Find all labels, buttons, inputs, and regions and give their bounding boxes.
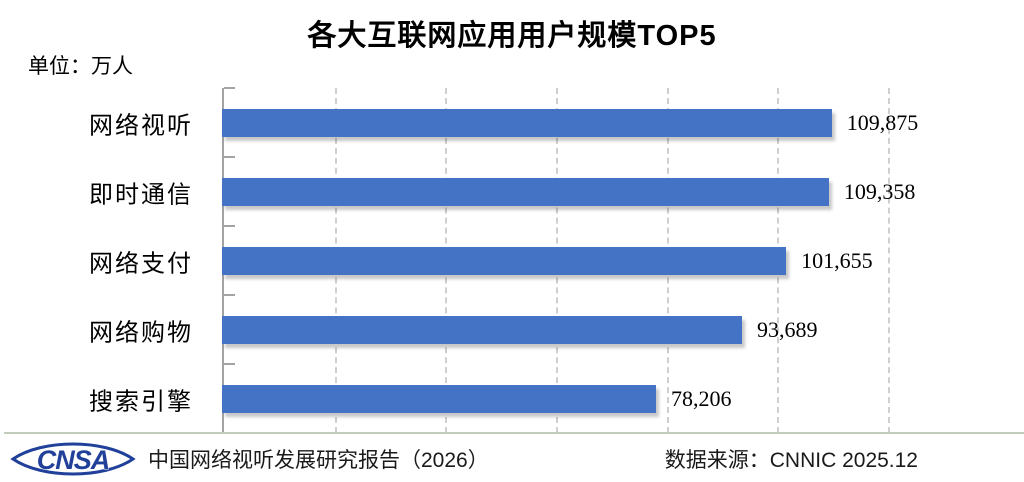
chart-row: 网络支付 101,655 xyxy=(0,226,1024,295)
value-label: 101,655 xyxy=(801,247,873,273)
axis-tick xyxy=(224,87,235,89)
report-title: 中国网络视听发展研究报告（2026） xyxy=(148,449,489,472)
bar-track: 109,875 xyxy=(222,88,918,157)
category-label: 搜索引擎 xyxy=(89,389,193,415)
axis-tick xyxy=(224,294,235,296)
bar: 93,689 xyxy=(222,315,817,344)
footer-divider xyxy=(4,432,1024,434)
value-label: 109,358 xyxy=(843,178,916,204)
footer: CNSA 中国网络视听发展研究报告（2026） 数据来源：CNNIC 2025.… xyxy=(0,436,1024,482)
bar-track: 109,358 xyxy=(222,157,915,226)
cnsa-logo-icon: CNSA xyxy=(10,442,136,476)
chart-title: 各大互联网应用用户规模TOP5 xyxy=(307,20,717,52)
value-label: 109,875 xyxy=(846,109,919,135)
data-source: 数据来源：CNNIC 2025.12 xyxy=(664,449,918,472)
chart-row: 即时通信 109,358 xyxy=(0,157,1024,226)
chart-row: 网络购物 93,689 xyxy=(0,295,1024,364)
bar: 109,875 xyxy=(222,108,918,137)
gridline xyxy=(888,88,890,433)
bar-track: 101,655 xyxy=(222,226,888,295)
category-label: 即时通信 xyxy=(89,182,193,208)
bar: 78,206 xyxy=(222,384,732,413)
chart-rows: 网络视听 109,875 即时通信 109,358 网络支付 101,655 网络购物 93,… xyxy=(0,88,1024,433)
category-label: 网络视听 xyxy=(89,113,193,139)
bar: 101,655 xyxy=(222,246,873,275)
value-label: 78,206 xyxy=(671,385,732,411)
chart-row: 网络视听 109,875 xyxy=(0,88,1024,157)
bar-chart: 网络视听 109,875 即时通信 109,358 网络支付 101,655 网络购物 93,… xyxy=(0,87,1024,434)
svg-text:CNSA: CNSA xyxy=(37,445,110,475)
unit-label: 单位：万人 xyxy=(28,54,133,78)
value-label: 93,689 xyxy=(756,316,818,342)
bar-track: 93,689 xyxy=(222,295,888,364)
category-label: 网络支付 xyxy=(89,251,193,277)
axis-tick xyxy=(224,225,235,227)
bar-track: 78,206 xyxy=(222,364,888,433)
axis-tick xyxy=(224,363,235,365)
category-label: 网络购物 xyxy=(89,320,193,346)
chart-row: 搜索引擎 78,206 xyxy=(0,364,1024,433)
axis-tick xyxy=(224,156,235,158)
bar: 109,358 xyxy=(222,177,915,206)
